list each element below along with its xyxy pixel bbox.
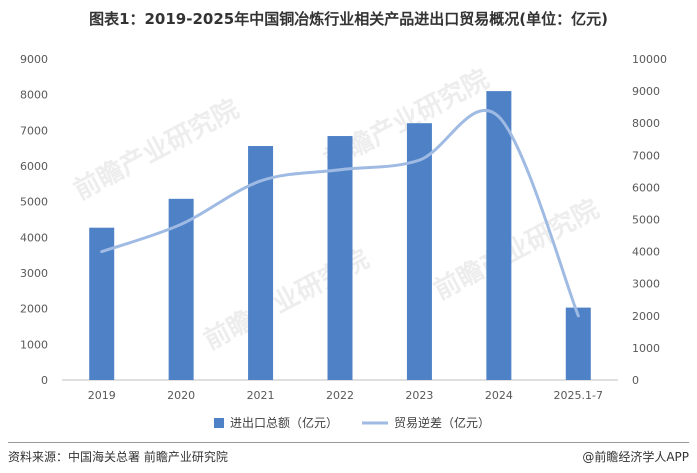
x-tick-2022: 2022 [326, 389, 354, 402]
source-note: 资料来源：中国海关总署 前瞻产业研究院 [8, 450, 228, 464]
bar-2025.1-7 [565, 307, 591, 380]
right-tick-0: 0 [632, 374, 639, 387]
x-tick-2020: 2020 [167, 389, 195, 402]
series-line-trade-deficit [100, 108, 580, 318]
right-tick-9000: 9000 [632, 85, 660, 98]
bar-2022 [327, 136, 353, 380]
right-tick-8000: 8000 [632, 117, 660, 130]
right-tick-1000: 1000 [632, 342, 660, 355]
x-tick-2025.1-7: 2025.1-7 [554, 389, 603, 402]
x-tick-2019: 2019 [88, 389, 116, 402]
left-tick-7000: 7000 [20, 124, 48, 137]
chart-title: 图表1：2019-2025年中国铜冶炼行业相关产品进出口贸易概况(单位：亿元) [89, 10, 608, 28]
left-axis-ticks: 0 1000 2000 3000 4000 5000 6000 7000 8000 9000 [20, 53, 48, 387]
legend: 进出口总额（亿元） 贸易逆差（亿元） [214, 415, 490, 430]
x-tick-2023: 2023 [405, 389, 433, 402]
left-tick-0: 0 [41, 374, 48, 387]
bars [89, 91, 591, 380]
footer: 资料来源：中国海关总署 前瞻产业研究院 @前瞻经济学人APP [0, 442, 697, 473]
left-tick-6000: 6000 [20, 160, 48, 173]
right-tick-10000: 10000 [632, 53, 667, 66]
x-axis-ticks: 2019 2020 2021 2022 2023 2024 2025.1-7 [88, 389, 603, 402]
watermark-text: 前瞻产业研究院 [69, 93, 244, 206]
left-tick-3000: 3000 [20, 267, 48, 280]
right-axis-ticks: 0 1000 2000 3000 4000 5000 6000 7000 8000 9000 100… [632, 53, 667, 387]
right-tick-7000: 7000 [632, 149, 660, 162]
brand-label: @前瞻经济学人APP [582, 450, 689, 464]
right-tick-4000: 4000 [632, 246, 660, 259]
right-tick-5000: 5000 [632, 214, 660, 227]
right-tick-3000: 3000 [632, 278, 660, 291]
bar-2020 [168, 198, 194, 380]
left-tick-4000: 4000 [20, 231, 48, 244]
left-tick-9000: 9000 [20, 53, 48, 66]
x-tick-2024: 2024 [485, 389, 513, 402]
left-tick-2000: 2000 [20, 303, 48, 316]
legend-label-bar: 进出口总额（亿元） [230, 415, 338, 430]
left-tick-5000: 5000 [20, 196, 48, 209]
legend-swatch-bar [214, 418, 224, 428]
right-tick-2000: 2000 [632, 310, 660, 323]
watermark-text: 前瞻产业研究院 [429, 193, 604, 306]
left-tick-8000: 8000 [20, 89, 48, 102]
bar-2023 [406, 123, 432, 380]
right-tick-6000: 6000 [632, 181, 660, 194]
x-tick-2021: 2021 [247, 389, 275, 402]
bar-2024 [486, 91, 512, 380]
left-tick-1000: 1000 [20, 338, 48, 351]
legend-label-line: 贸易逆差（亿元） [394, 415, 490, 430]
footer-divider [8, 442, 689, 443]
